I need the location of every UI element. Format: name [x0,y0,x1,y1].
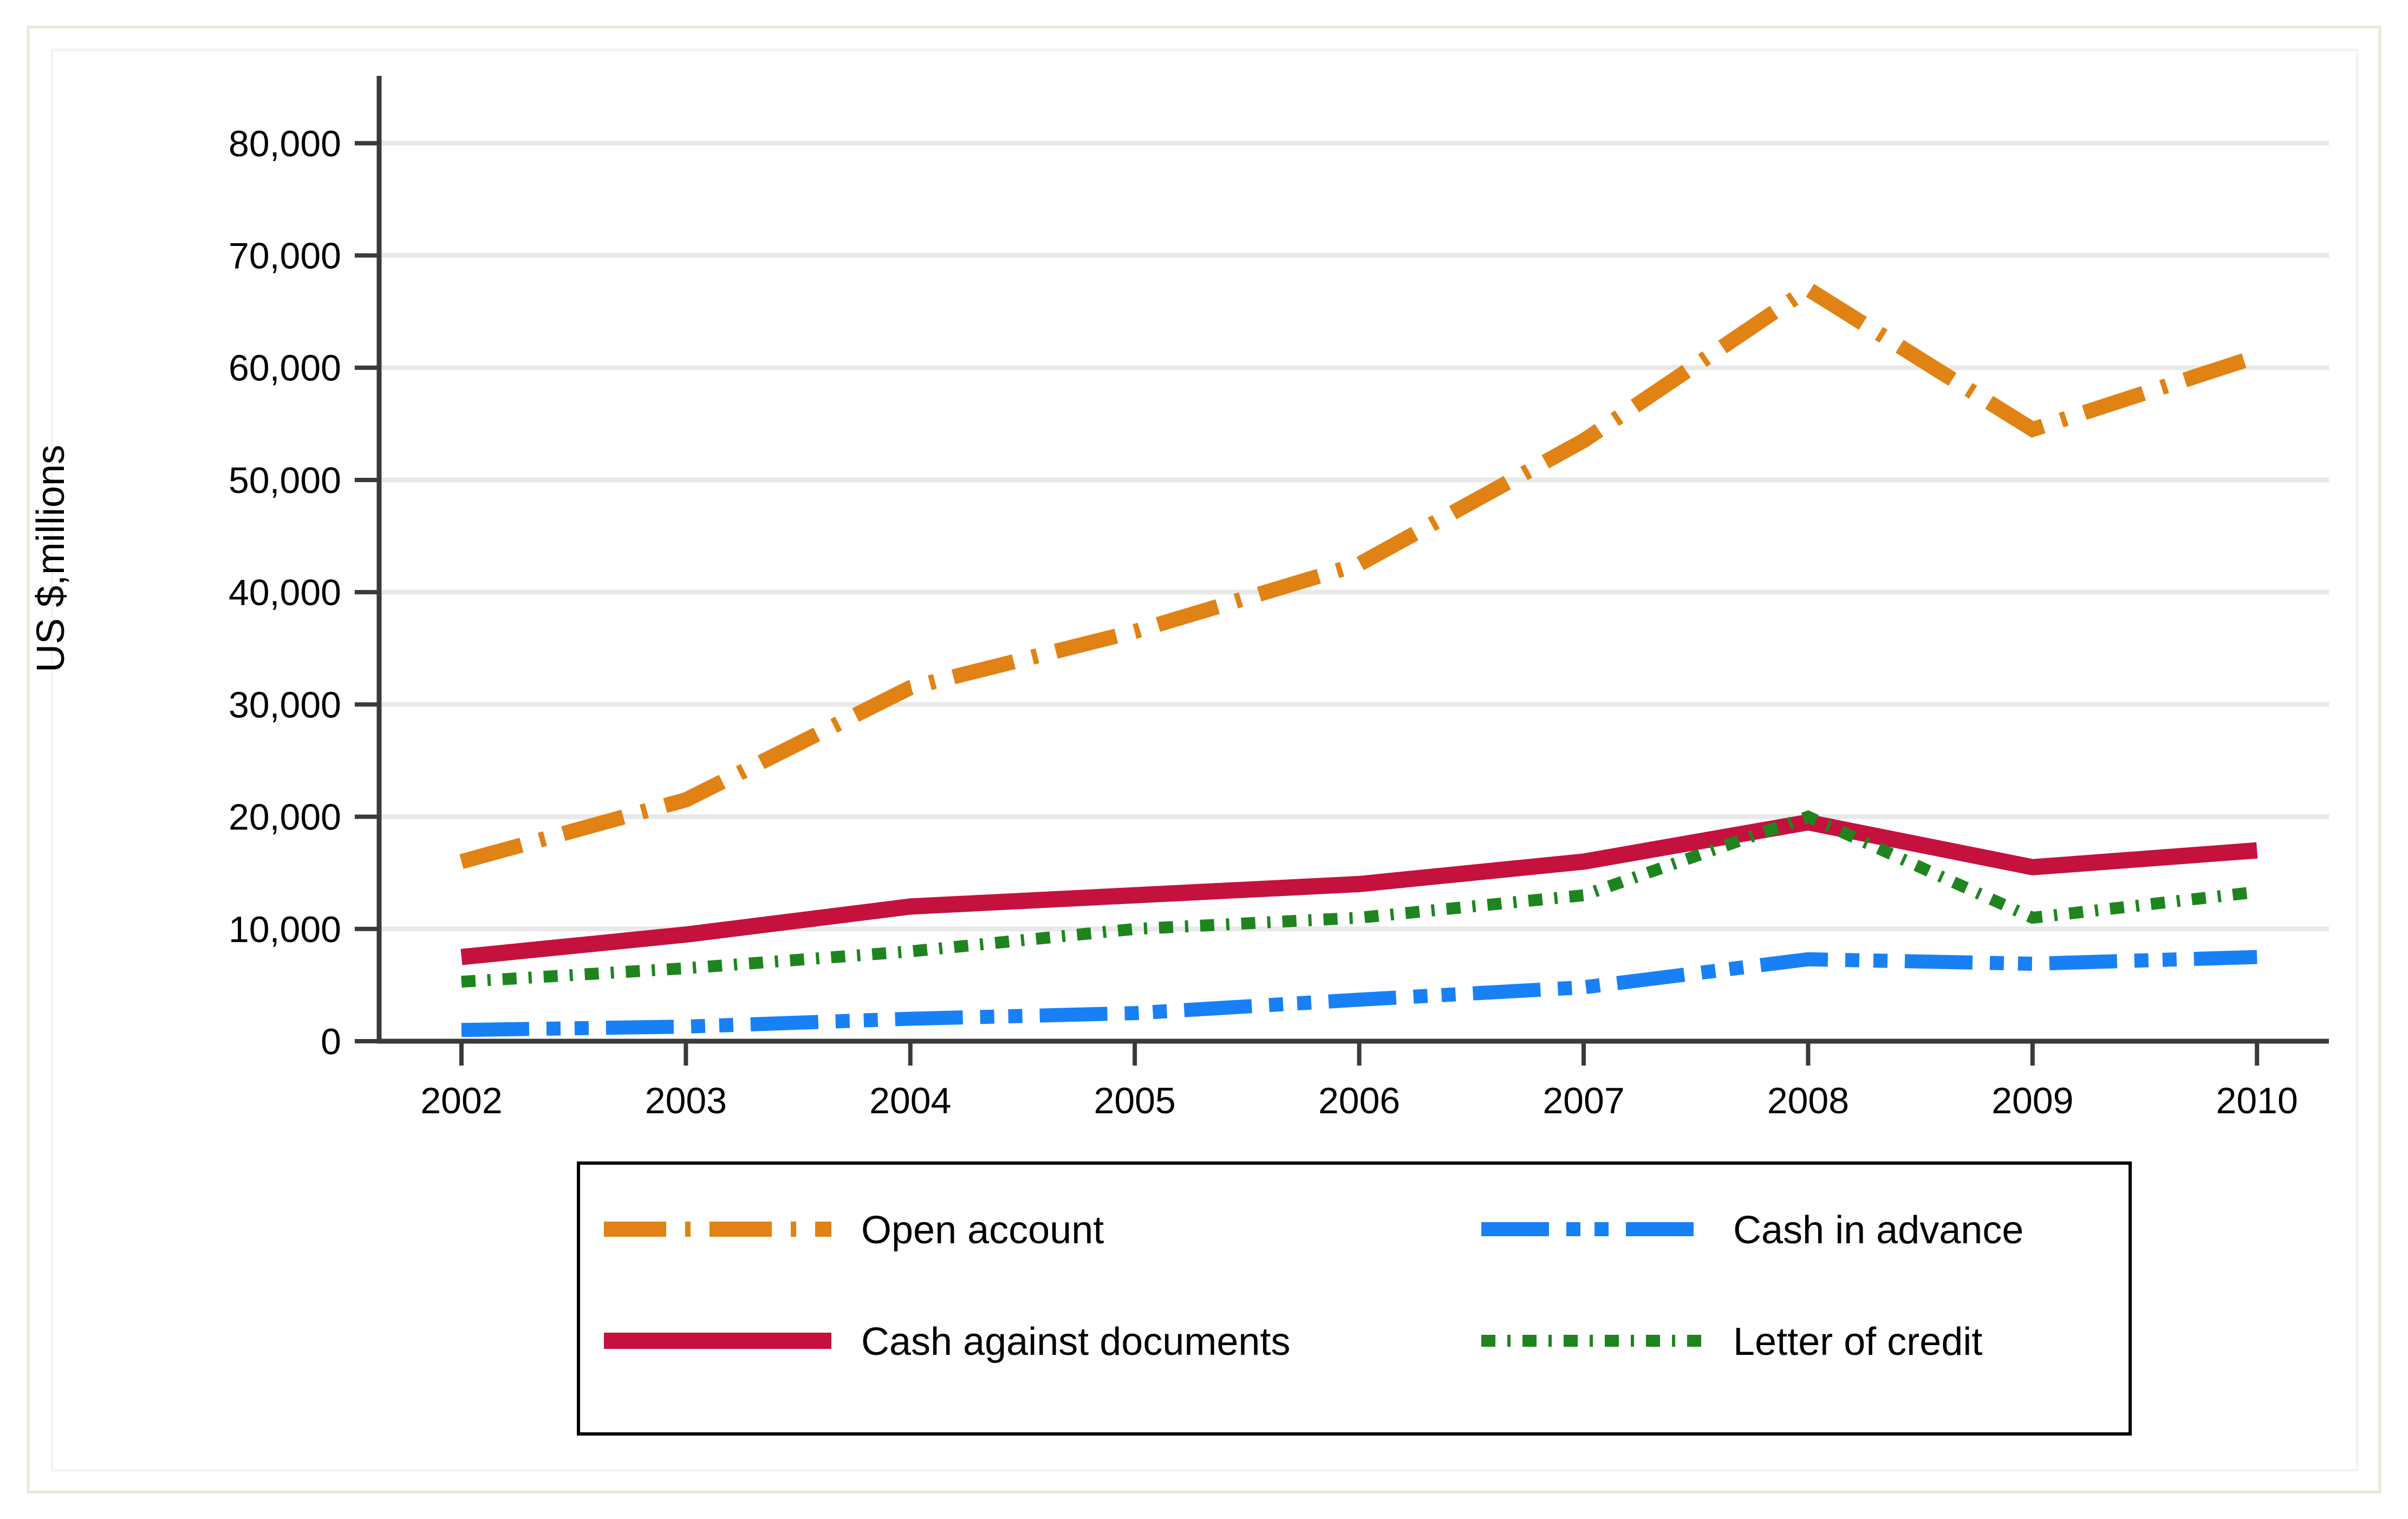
gridlines [379,140,2329,932]
y-tick-label: 40,000 [229,572,341,613]
x-tick-label: 2004 [869,1080,951,1121]
legend-entry-cash-against-documents: Cash against documents [604,1320,1290,1364]
figure-inner-border [50,48,2359,1472]
y-axis: 0 10,000 20,000 30,000 40,000 50,000 60,000 70,… [229,123,379,1062]
legend-label: Cash in advance [1733,1209,2023,1252]
legend: Open account Cash in advance Cash against … [577,1161,2132,1436]
y-tick-label: 50,000 [229,460,341,501]
legend-box [577,1161,2132,1436]
legend-entry-cash-in-advance: Cash in advance [1481,1209,2023,1252]
y-tick-label: 70,000 [229,236,341,277]
legend-label: Open account [861,1209,1104,1252]
legend-entry-letter-of-credit: Letter of credit [1481,1320,1982,1364]
x-tick-label: 2008 [1767,1080,1849,1121]
y-axis-title: US $,millions [29,445,73,672]
x-tick-label: 2009 [1992,1080,2073,1121]
legend-entry-open-account: Open account [604,1209,1104,1252]
x-tick-label: 2010 [2216,1080,2298,1121]
x-tick-label: 2003 [645,1080,727,1121]
legend-label: Cash against documents [861,1320,1290,1364]
y-tick-label: 10,000 [229,909,341,950]
x-tick-label: 2006 [1318,1080,1400,1121]
x-tick-label: 2005 [1094,1080,1176,1121]
y-tick-label: 30,000 [229,684,341,725]
figure-outer-border [27,25,2381,1494]
series-line-letter-of-credit [461,810,2258,988]
series-line-cash-against-documents [460,814,2258,965]
x-axis: 2002 2003 2004 2005 2006 2007 2008 2009 2010 [420,1041,2298,1121]
y-tick-label: 80,000 [229,123,341,164]
y-tick-label: 0 [321,1021,341,1062]
x-tick-label: 2007 [1543,1080,1624,1121]
legend-label: Letter of credit [1733,1320,1982,1364]
y-tick-label: 60,000 [229,348,341,389]
y-tick-label: 20,000 [229,797,341,838]
series-line-cash-in-advance [461,950,2257,1037]
x-tick-label: 2002 [420,1080,502,1121]
